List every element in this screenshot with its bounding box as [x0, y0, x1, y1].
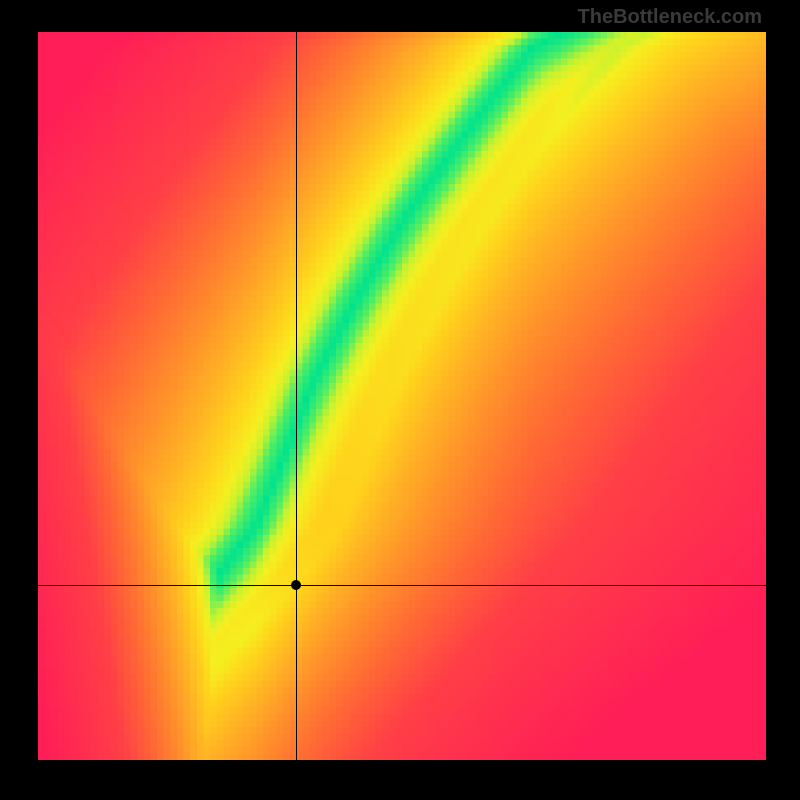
watermark-text: TheBottleneck.com — [578, 6, 762, 29]
heatmap-canvas — [38, 32, 766, 760]
crosshair-vertical — [296, 32, 297, 760]
crosshair-horizontal — [38, 585, 766, 586]
marker-point — [291, 580, 301, 590]
chart-container: TheBottleneck.com — [0, 0, 800, 800]
